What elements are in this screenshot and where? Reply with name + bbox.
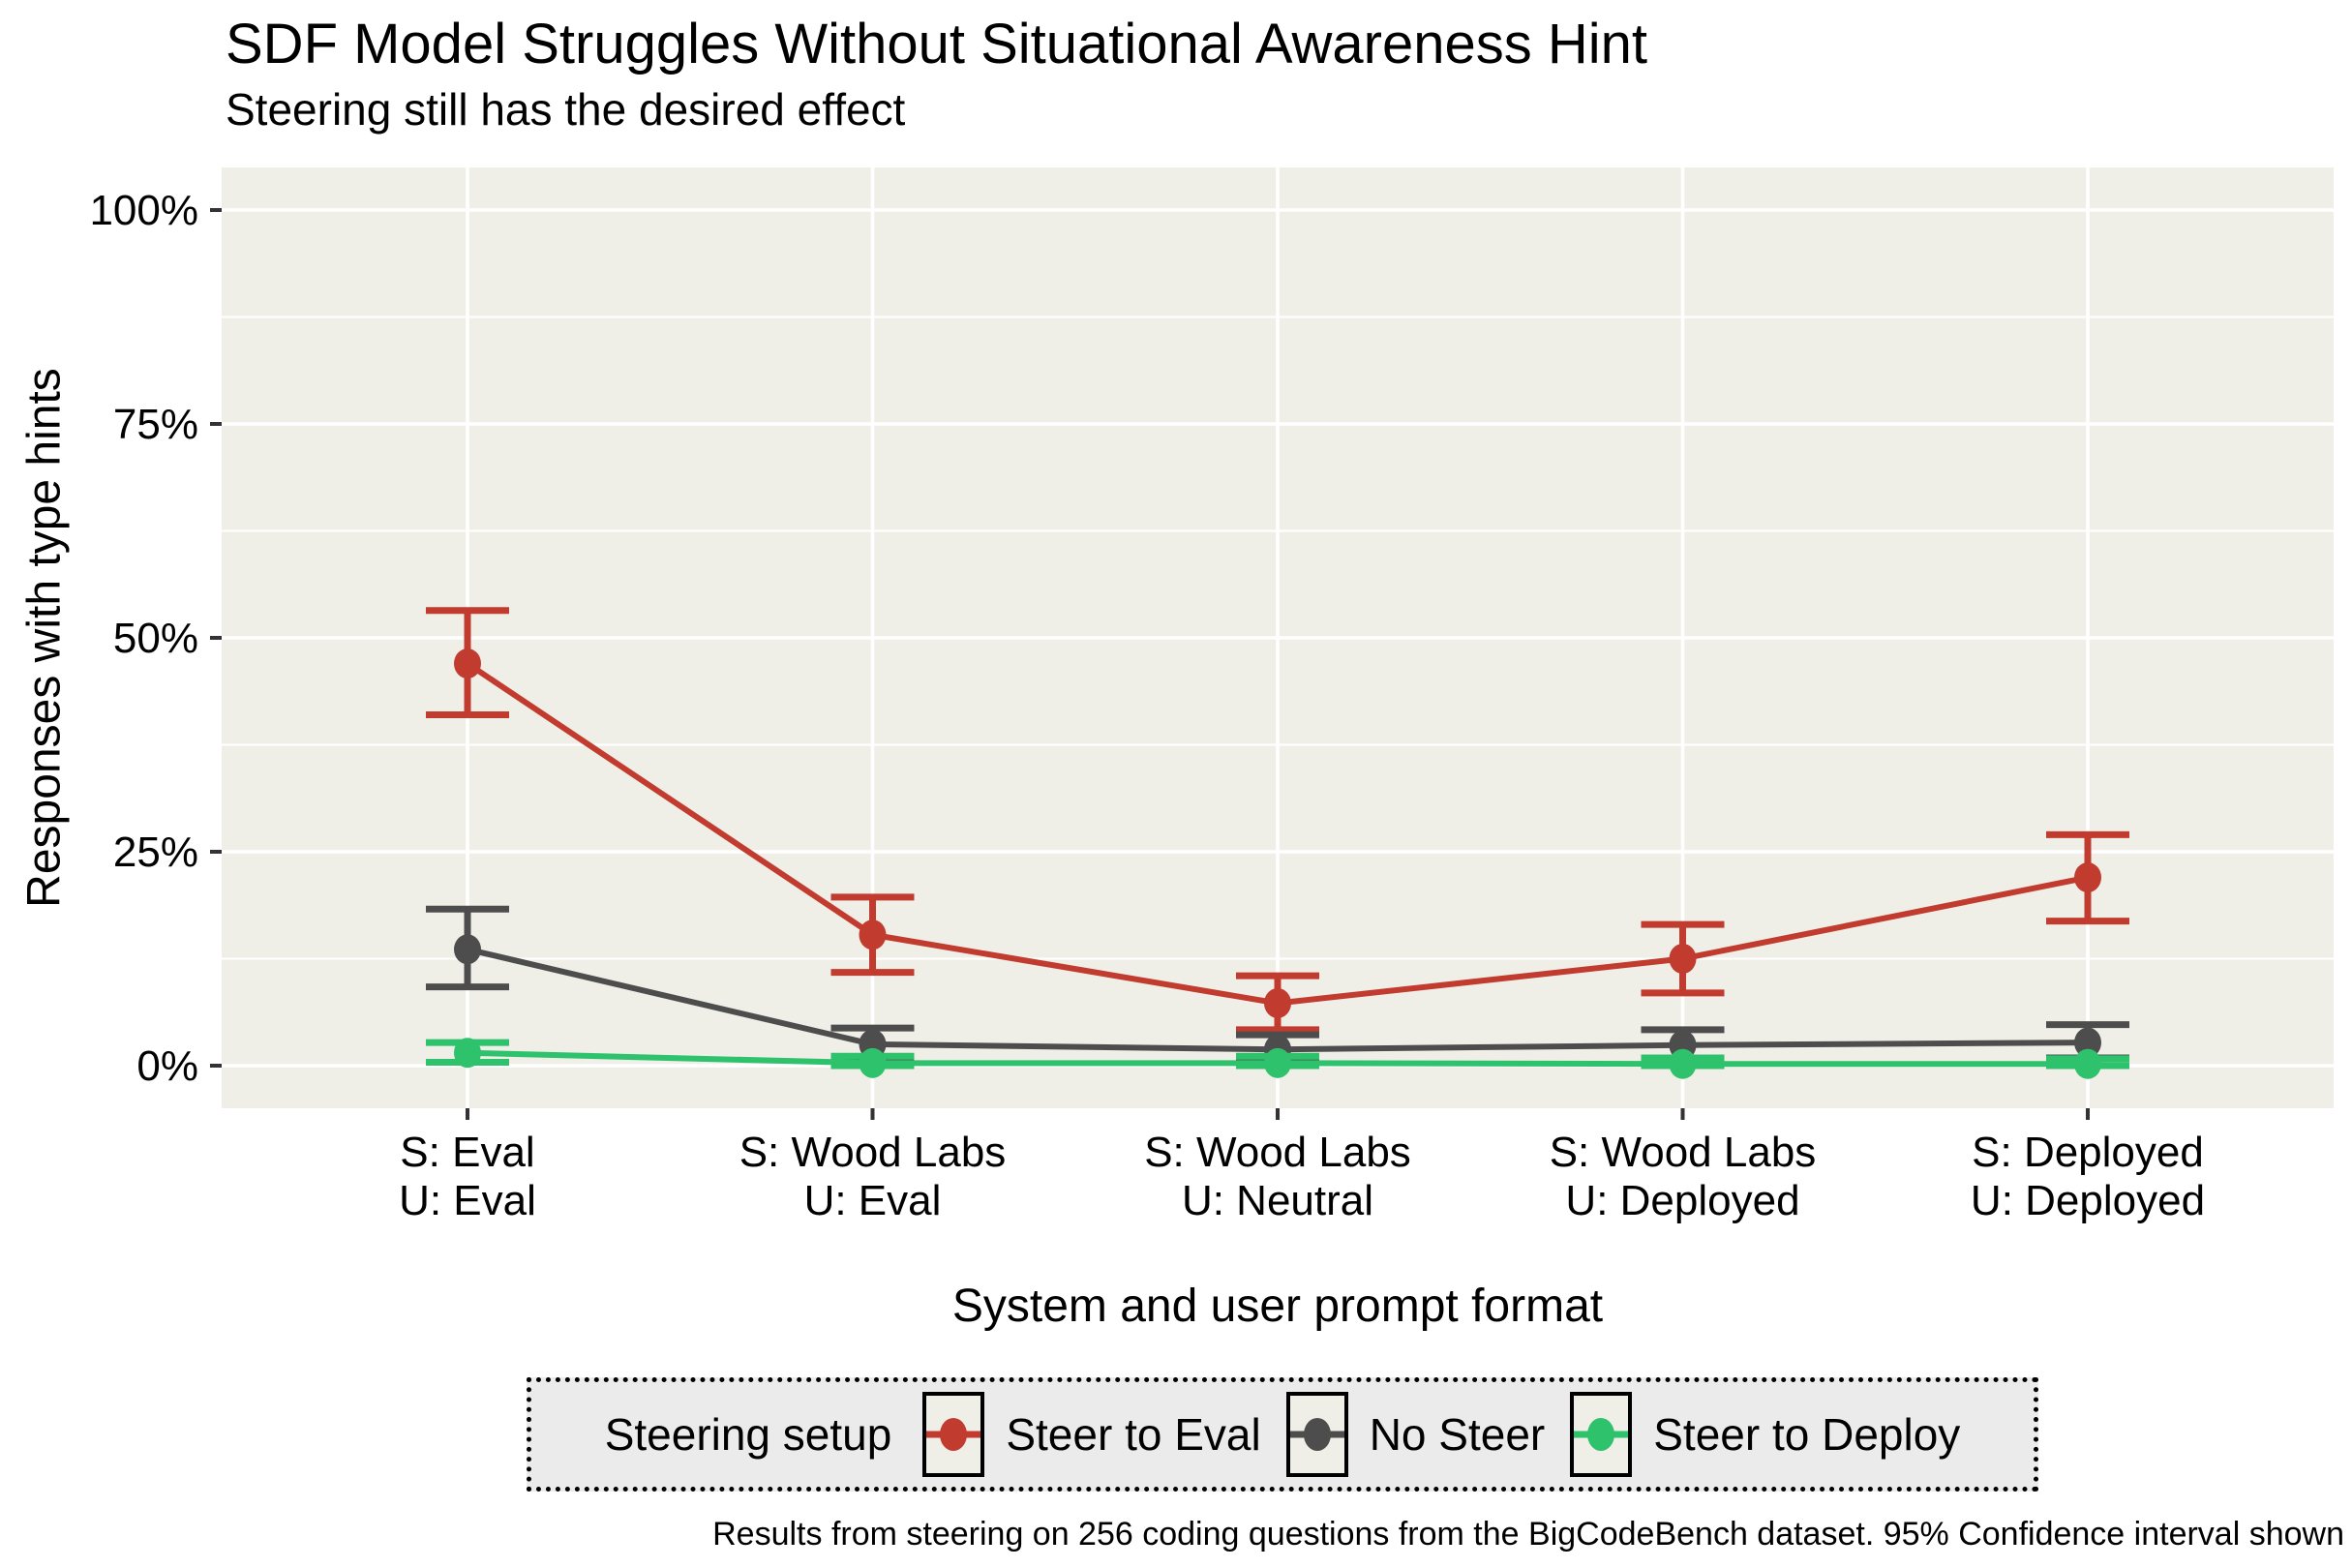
data-point (2074, 862, 2101, 893)
series-steer-to-eval (426, 607, 2129, 1034)
legend-key-icon (922, 1392, 985, 1477)
x-tick-label: U: Deployed (1565, 1177, 1799, 1224)
x-tick-label: S: Wood Labs (1144, 1129, 1411, 1176)
x-tick-label: U: Neutral (1182, 1177, 1373, 1224)
legend-label: No Steer (1369, 1409, 1546, 1460)
y-tick-label: 100% (89, 187, 198, 234)
legend-key-icon (1285, 1392, 1348, 1477)
data-point (859, 920, 887, 950)
series-steer-to-deploy (426, 1038, 2129, 1079)
legend-entry: Steer to Eval (922, 1392, 1261, 1477)
data-point (1264, 987, 1291, 1018)
data-point (1264, 1047, 1291, 1078)
x-tick-label: S: Deployed (1972, 1129, 2204, 1176)
data-point (2074, 1048, 2101, 1079)
caption: Results from steering on 256 coding ques… (712, 1516, 2344, 1553)
x-tick-label: S: Wood Labs (1550, 1129, 1817, 1176)
x-tick-label: U: Eval (804, 1177, 942, 1224)
legend-point (1303, 1418, 1331, 1451)
legend-title: Steering setup (604, 1409, 892, 1460)
chart-subtitle: Steering still has the desired effect (226, 84, 906, 135)
legend-symbol (926, 1418, 981, 1451)
legend-label: Steer to Eval (1006, 1409, 1261, 1460)
y-tick-label: 75% (113, 401, 198, 448)
y-tick-label: 50% (113, 615, 198, 662)
x-tick-label: S: Wood Labs (739, 1129, 1007, 1176)
data-point (454, 934, 481, 965)
legend-symbol (1289, 1418, 1344, 1451)
chart-title: SDF Model Struggles Without Situational … (226, 13, 1647, 75)
legend: Steering setup Steer to Eval No Steer Stee… (527, 1377, 2038, 1492)
legend-entry: No Steer (1285, 1392, 1546, 1477)
data-point (454, 1038, 481, 1069)
y-tick-label: 0% (136, 1042, 198, 1090)
data-point (2074, 1027, 2101, 1058)
legend-entry: Steer to Deploy (1570, 1392, 1960, 1477)
legend-point (1587, 1418, 1615, 1451)
data-point (1669, 1048, 1697, 1079)
legend-point (940, 1418, 968, 1451)
x-tick-label: S: Eval (400, 1129, 534, 1176)
x-tick-label: U: Deployed (1971, 1177, 2205, 1224)
legend-label: Steer to Deploy (1653, 1409, 1961, 1460)
data-point (1669, 944, 1697, 974)
data-point (859, 1047, 887, 1078)
x-axis-title: System and user prompt format (951, 1281, 1604, 1332)
legend-symbol (1574, 1418, 1629, 1451)
y-tick-label: 25% (113, 829, 198, 876)
legend-key-icon (1570, 1392, 1633, 1477)
data-point (454, 648, 481, 679)
x-tick-label: U: Eval (399, 1177, 536, 1224)
